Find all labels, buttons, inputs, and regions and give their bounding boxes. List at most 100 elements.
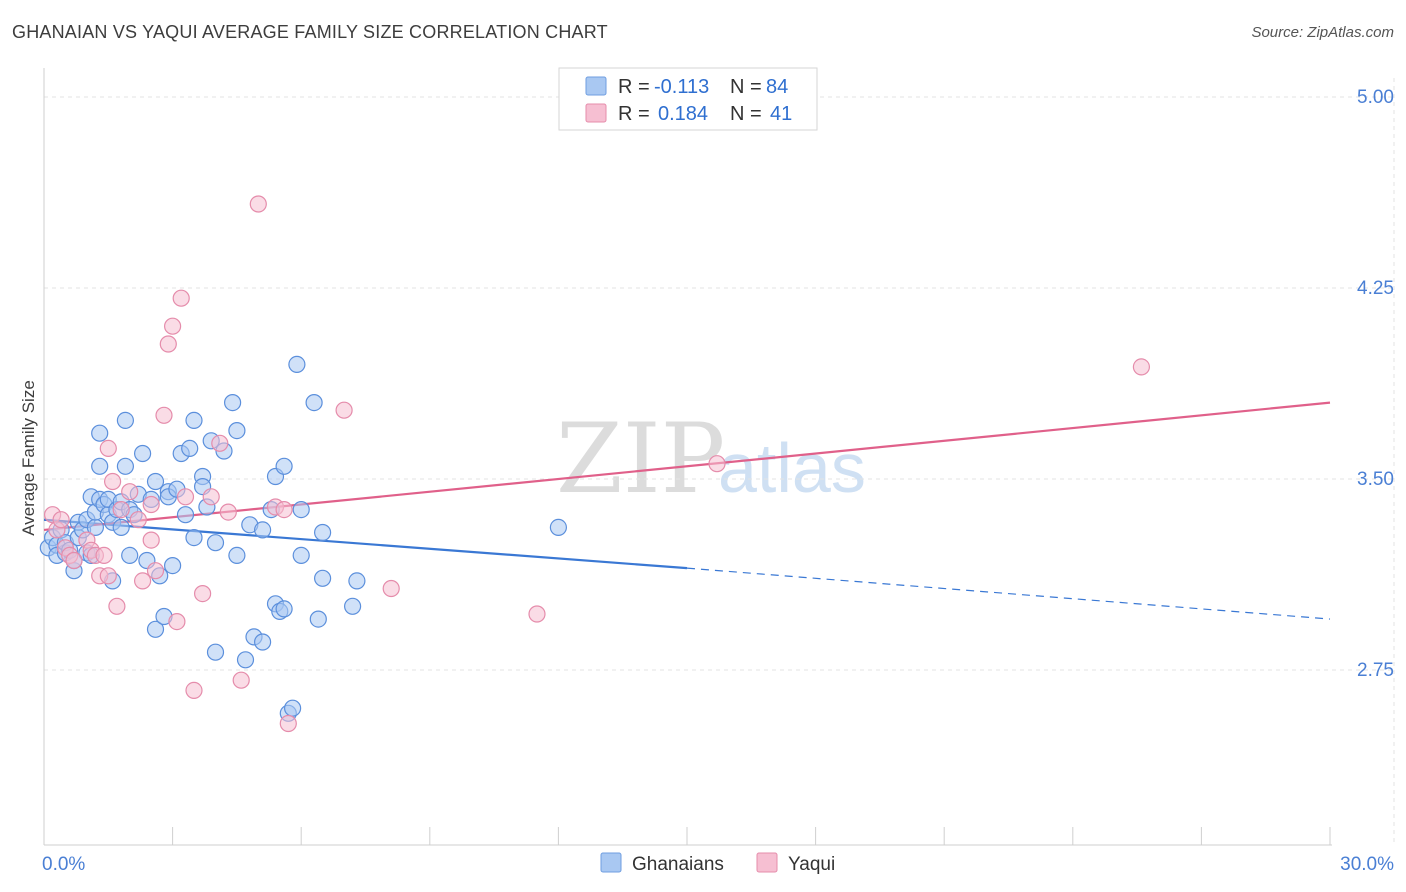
point-yaqui xyxy=(142,531,160,549)
point-yaqui xyxy=(528,605,546,623)
point-yaqui xyxy=(121,483,139,501)
y-tick-label: 2.75 xyxy=(1357,660,1394,681)
point-ghanaians xyxy=(254,633,272,651)
point-yaqui xyxy=(95,546,113,565)
point-yaqui xyxy=(168,612,186,631)
point-ghanaians xyxy=(146,620,165,638)
legend-swatch-yaqui xyxy=(585,103,607,123)
point-ghanaians xyxy=(134,444,152,463)
point-ghanaians xyxy=(236,651,255,669)
point-ghanaians xyxy=(348,572,366,590)
point-ghanaians xyxy=(275,600,293,618)
point-yaqui xyxy=(382,579,400,598)
data-points xyxy=(39,195,1151,733)
y-tick-label: 3.50 xyxy=(1357,469,1394,490)
point-yaqui xyxy=(176,488,195,506)
bottom-legend-swatch-yaqui xyxy=(756,852,778,873)
legend-r-label: R = xyxy=(618,76,650,98)
point-ghanaians xyxy=(275,457,293,475)
point-yaqui xyxy=(129,511,147,529)
point-ghanaians xyxy=(292,546,310,565)
point-yaqui xyxy=(202,488,220,506)
point-yaqui xyxy=(185,681,203,700)
point-yaqui xyxy=(159,335,177,353)
legend-r-value: -0.113 xyxy=(654,76,709,98)
legend-n-value: 84 xyxy=(766,76,788,98)
point-ghanaians xyxy=(292,501,310,519)
trend-lines xyxy=(43,401,1331,620)
point-ghanaians xyxy=(549,518,568,537)
legend-swatch-ghanaians xyxy=(585,76,607,96)
axes: 2.75 3.50 4.25 5.00 xyxy=(43,68,1394,846)
y-tick-label: 5.00 xyxy=(1357,87,1394,108)
legend-r-label: R = xyxy=(618,103,650,125)
x-tick-label-min: 0.0% xyxy=(42,854,85,875)
source-label: Source: ZipAtlas.com xyxy=(1251,24,1394,41)
point-yaqui xyxy=(52,511,70,529)
point-ghanaians xyxy=(116,457,135,475)
y-tick-label: 4.25 xyxy=(1357,278,1394,299)
point-ghanaians xyxy=(176,506,195,524)
point-ghanaians xyxy=(116,411,135,429)
point-ghanaians xyxy=(224,394,242,412)
y-axis-label: Average Family Size xyxy=(19,380,38,536)
point-ghanaians xyxy=(206,534,225,552)
point-ghanaians xyxy=(185,528,203,547)
point-ghanaians xyxy=(146,472,165,491)
point-yaqui xyxy=(249,195,267,213)
point-yaqui xyxy=(103,472,122,491)
point-yaqui xyxy=(112,501,130,519)
point-yaqui xyxy=(164,317,182,335)
point-ghanaians xyxy=(288,355,306,373)
bottom-legend-swatch-ghanaians xyxy=(600,852,622,873)
point-ghanaians xyxy=(228,546,246,565)
point-ghanaians xyxy=(91,424,109,442)
point-ghanaians xyxy=(314,569,332,587)
point-yaqui xyxy=(108,597,126,615)
point-ghanaians xyxy=(305,394,323,412)
bottom-legend-label-yaqui: Yaqui xyxy=(788,854,835,875)
point-ghanaians xyxy=(206,643,225,661)
point-yaqui xyxy=(232,671,250,689)
point-yaqui xyxy=(708,455,726,473)
point-ghanaians xyxy=(91,457,109,475)
point-yaqui xyxy=(65,551,83,570)
legend-n-label: N = xyxy=(730,76,762,98)
watermark-zip: ZIP xyxy=(556,403,725,515)
point-ghanaians xyxy=(185,411,203,429)
point-yaqui xyxy=(194,584,212,603)
point-yaqui xyxy=(211,434,229,452)
point-ghanaians xyxy=(112,518,130,537)
point-ghanaians xyxy=(228,422,246,440)
point-yaqui xyxy=(275,501,293,519)
bottom-legend-label-ghanaians: Ghanaians xyxy=(632,854,724,875)
point-ghanaians xyxy=(314,523,332,542)
point-yaqui xyxy=(172,289,190,307)
point-yaqui xyxy=(134,572,152,590)
point-yaqui xyxy=(219,503,237,521)
point-yaqui xyxy=(335,401,353,419)
legend-n-value: 41 xyxy=(770,103,792,125)
point-yaqui xyxy=(1132,358,1151,376)
correlation-legend: R = -0.113 N = 84 R = 0.184 N = 41 xyxy=(558,67,818,131)
legend-r-value: 0.184 xyxy=(658,103,708,125)
x-tick-label-max: 30.0% xyxy=(1340,854,1394,875)
point-ghanaians xyxy=(121,546,139,565)
trend-line-ghanaians xyxy=(43,518,688,570)
point-ghanaians xyxy=(164,556,182,575)
point-ghanaians xyxy=(309,610,327,628)
point-ghanaians xyxy=(254,521,272,539)
point-yaqui xyxy=(279,714,297,733)
point-ghanaians xyxy=(344,597,362,615)
legend-n-label: N = xyxy=(730,103,762,125)
watermark-atlas: atlas xyxy=(718,429,866,507)
point-yaqui xyxy=(155,406,173,424)
point-yaqui xyxy=(146,562,165,580)
chart-title: GHANAIAN VS YAQUI AVERAGE FAMILY SIZE CO… xyxy=(12,22,608,42)
point-ghanaians xyxy=(284,699,302,717)
trend-line-ghanaians-extrapolated xyxy=(686,567,1331,620)
point-ghanaians xyxy=(181,439,199,457)
point-yaqui xyxy=(99,439,117,457)
point-yaqui xyxy=(142,495,160,514)
